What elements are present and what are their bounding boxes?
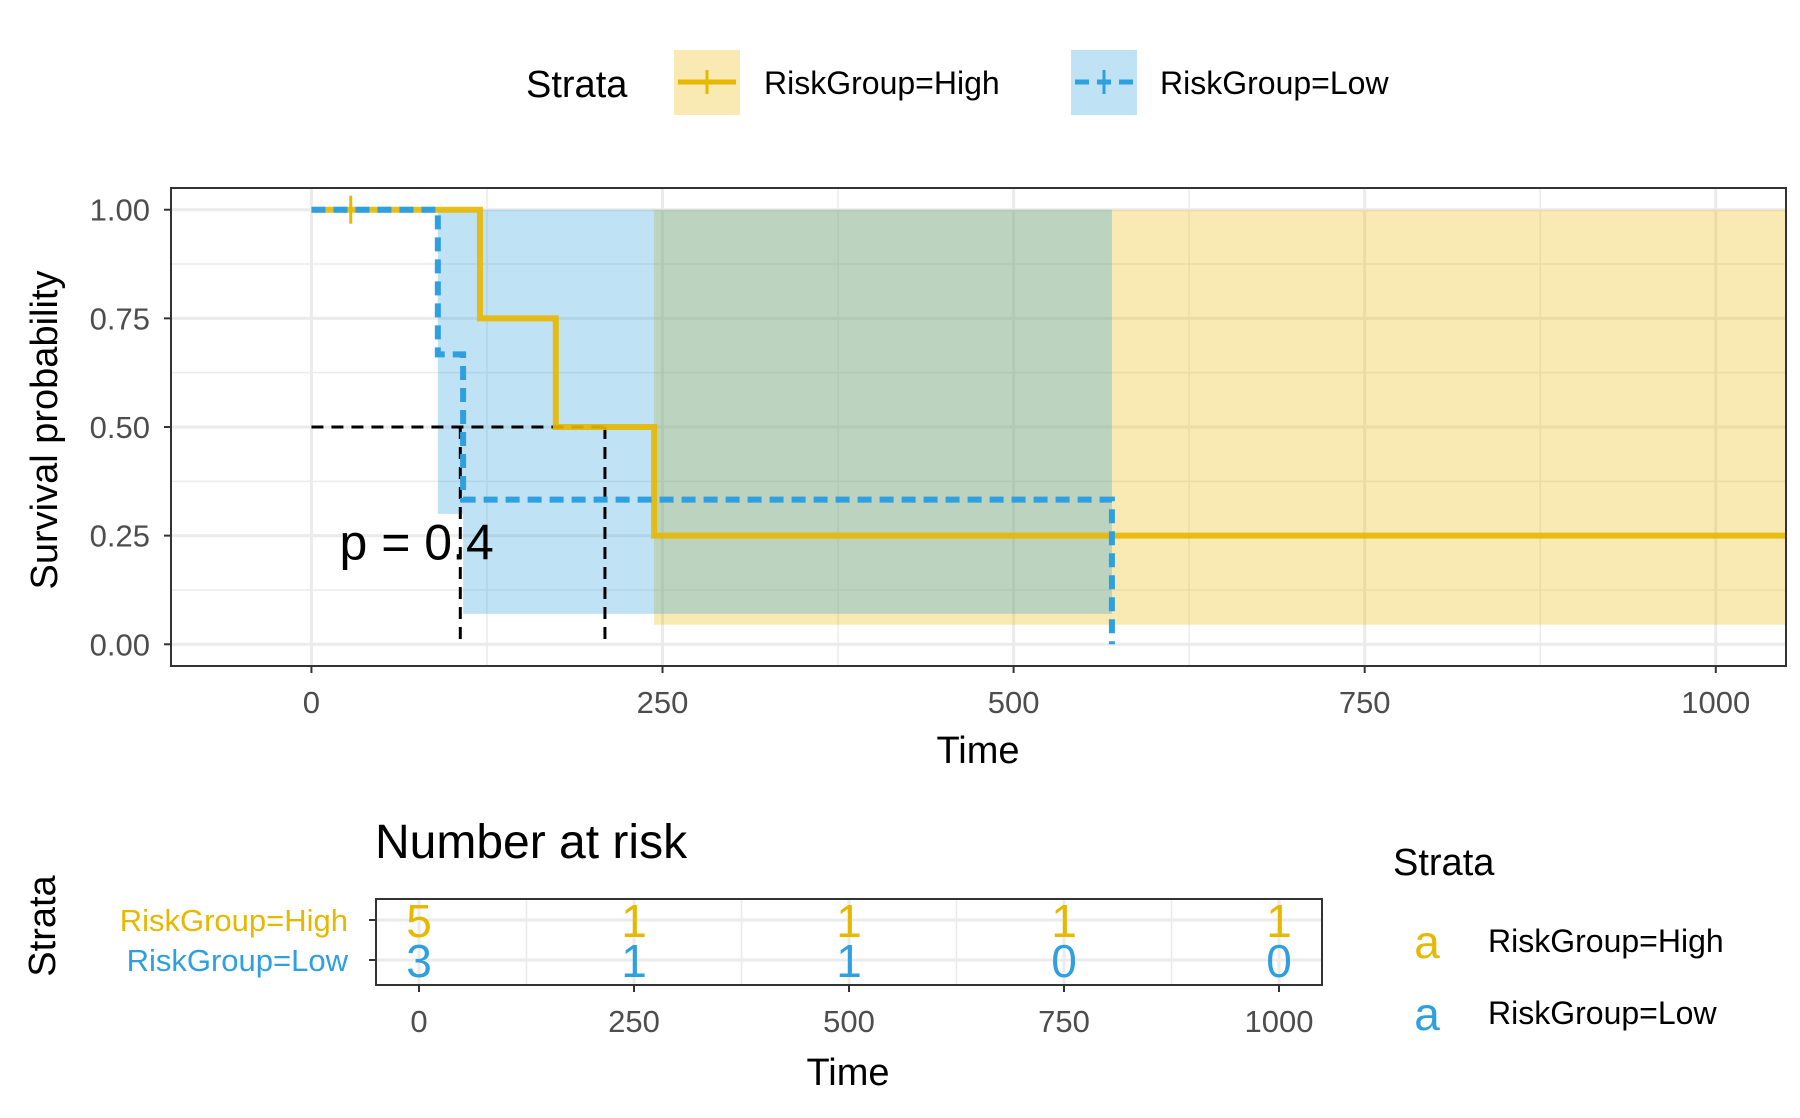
legend-label-high: RiskGroup=High [764, 65, 1000, 101]
legend-key-high [674, 50, 740, 115]
confidence-band-low [437, 209, 464, 514]
survival-curve-low [311, 206, 1115, 645]
risk-table-x-tick-label: 750 [1038, 1004, 1090, 1039]
confidence-band-high [654, 209, 1786, 625]
risk-count-low: 1 [836, 935, 862, 987]
risk-table-row-label-high: RiskGroup=High [120, 903, 348, 938]
survival-x-tick-label: 0 [303, 685, 320, 720]
survival-x-tick-label: 750 [1339, 685, 1391, 720]
survival-plot-panel: p = 0.4 0 250 500 750 1000 0.00 0.25 0.50 0.75 1.0… [90, 187, 1787, 720]
risk-table-x-tick-label: 0 [410, 1004, 427, 1039]
risk-table-x-tick-label: 1000 [1245, 1004, 1314, 1039]
survival-y-tick-label: 0.00 [90, 627, 150, 662]
survival-x-tick-label: 250 [637, 685, 689, 720]
table-legend-glyph-low: a [1414, 988, 1440, 1040]
risk-count-low: 1 [621, 935, 647, 987]
survival-x-tick-label: 500 [988, 685, 1040, 720]
confidence-band-low [463, 209, 1112, 614]
survival-y-tick-label: 1.00 [90, 193, 150, 228]
legend-key-low [1071, 50, 1137, 115]
table-legend-glyph-high: a [1414, 916, 1440, 968]
risk-table-x-tick-label: 500 [823, 1004, 875, 1039]
survival-y-tick-label: 0.25 [90, 519, 150, 554]
table-legend-title: Strata [1393, 842, 1495, 884]
risk-count-high: 5 [406, 895, 432, 947]
risk-count-high: 1 [1266, 895, 1292, 947]
survival-x-axis-title: Time [936, 730, 1019, 772]
risk-count-high: 1 [621, 895, 647, 947]
legend-label-low: RiskGroup=Low [1160, 65, 1389, 101]
top-legend-title: Strata [526, 64, 628, 106]
survival-x-tick-label: 1000 [1681, 685, 1750, 720]
risk-table-x-tick-label: 250 [608, 1004, 660, 1039]
p-value-annotation: p = 0.4 [340, 515, 494, 571]
survival-y-tick-label: 0.75 [90, 301, 150, 336]
risk-count-high: 1 [1051, 895, 1077, 947]
risk-count-low: 0 [1266, 935, 1292, 987]
survival-y-tick-label: 0.50 [90, 410, 150, 445]
survival-curve-high [311, 206, 1786, 539]
table-legend-label-low: RiskGroup=Low [1488, 995, 1717, 1031]
risk-table-title: Number at risk [375, 816, 688, 869]
risk-count-high: 1 [836, 895, 862, 947]
risk-count-low: 0 [1051, 935, 1077, 987]
top-legend: Strata RiskGroup=High RiskGroup=Low [526, 50, 1389, 115]
risk-table-row-label-low: RiskGroup=Low [127, 943, 349, 978]
table-legend: Strata a RiskGroup=High a RiskGroup=Low [1393, 842, 1724, 1040]
risk-table-y-axis-title: Strata [22, 874, 64, 976]
table-legend-label-high: RiskGroup=High [1488, 923, 1724, 959]
risk-count-low: 3 [406, 935, 432, 987]
risk-table-x-axis-title: Time [806, 1052, 889, 1094]
survival-y-axis-title: Survival probability [24, 271, 66, 590]
